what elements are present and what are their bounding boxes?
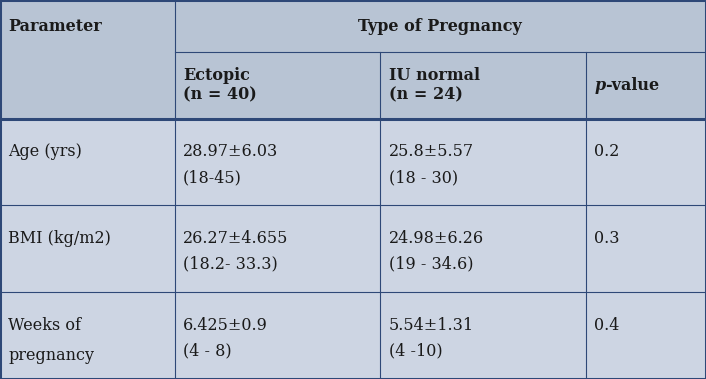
Bar <box>174 52 380 119</box>
Bar <box>0 205 706 292</box>
Text: 25.8±5.57: 25.8±5.57 <box>388 143 474 160</box>
Text: (18.2- 33.3): (18.2- 33.3) <box>183 256 277 273</box>
Text: Type of Pregnancy: Type of Pregnancy <box>359 18 522 34</box>
Text: Ectopic
(n = 40): Ectopic (n = 40) <box>183 67 257 104</box>
Text: 28.97±6.03: 28.97±6.03 <box>183 143 278 160</box>
Text: 6.425±0.9: 6.425±0.9 <box>183 316 268 334</box>
Text: 0.2: 0.2 <box>594 143 620 160</box>
Bar <box>0 52 174 119</box>
Text: BMI (kg/m2): BMI (kg/m2) <box>8 230 112 247</box>
Bar <box>0 119 706 205</box>
Text: (18-45): (18-45) <box>183 169 242 186</box>
Text: (4 - 8): (4 - 8) <box>183 343 232 360</box>
Text: 0.3: 0.3 <box>594 230 620 247</box>
Bar <box>0 0 174 52</box>
Text: 5.54±1.31: 5.54±1.31 <box>388 316 474 334</box>
Text: (18 - 30): (18 - 30) <box>388 169 457 186</box>
Text: IU normal
(n = 24): IU normal (n = 24) <box>388 67 479 104</box>
Text: (19 - 34.6): (19 - 34.6) <box>388 256 473 273</box>
Text: Weeks of: Weeks of <box>8 316 81 334</box>
Bar <box>0 292 706 379</box>
Text: 24.98±6.26: 24.98±6.26 <box>388 230 484 247</box>
Bar <box>586 52 706 119</box>
Text: -value: -value <box>606 77 659 94</box>
Text: Age (yrs): Age (yrs) <box>8 143 83 160</box>
Text: (4 -10): (4 -10) <box>388 343 442 360</box>
Bar <box>174 0 706 52</box>
Text: p: p <box>594 77 606 94</box>
Bar <box>380 52 586 119</box>
Text: 0.4: 0.4 <box>594 316 620 334</box>
Text: pregnancy: pregnancy <box>8 347 95 364</box>
Text: 26.27±4.655: 26.27±4.655 <box>183 230 289 247</box>
Text: Parameter: Parameter <box>8 18 102 34</box>
